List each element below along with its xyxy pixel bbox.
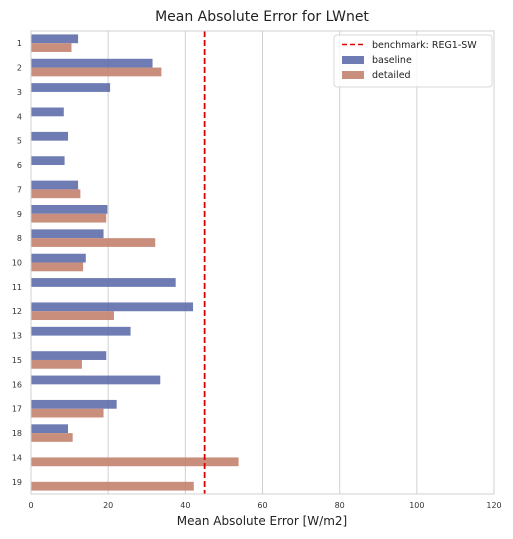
y-tick-19: 19: [12, 478, 22, 487]
y-tick-1: 1: [17, 39, 22, 48]
bar-baseline-9: [31, 204, 108, 214]
y-tick-3: 3: [17, 88, 22, 97]
bar-baseline-15: [31, 351, 107, 360]
y-tick-2: 2: [17, 64, 22, 73]
bar-detailed-17: [31, 408, 104, 418]
bar-detailed-2: [31, 67, 162, 77]
legend-baseline-label: baseline: [372, 55, 412, 66]
legend: benchmark: REG1-SW baseline detailed: [333, 34, 493, 88]
x-tick-60: 60: [257, 501, 267, 510]
bar-baseline-4: [31, 107, 64, 117]
x-tick-20: 20: [103, 501, 113, 510]
y-tick-10: 10: [12, 259, 22, 268]
y-tick-11: 11: [12, 283, 22, 292]
bar-detailed-18: [31, 433, 73, 442]
x-tick-labels: 0 20 40 60 80 100 120: [28, 501, 501, 510]
y-tick-8: 8: [17, 234, 22, 243]
bars: [31, 34, 239, 491]
plot-frame: [30, 30, 495, 495]
legend-detailed-swatch: [342, 71, 364, 79]
y-tick-4: 4: [17, 112, 22, 121]
bar-detailed-8: [31, 238, 156, 247]
bar-baseline-18: [31, 424, 69, 434]
legend-baseline-swatch: [342, 56, 364, 64]
legend-detailed-label: detailed: [372, 70, 411, 81]
bar-baseline-16: [31, 375, 161, 385]
y-tick-17: 17: [12, 405, 22, 414]
y-tick-16: 16: [12, 380, 22, 389]
x-tick-80: 80: [335, 501, 345, 510]
y-tick-12: 12: [12, 307, 22, 316]
x-axis-label: Mean Absolute Error [W/m2]: [177, 514, 347, 528]
x-tick-120: 120: [486, 501, 501, 510]
y-tick-14: 14: [12, 453, 22, 462]
x-tick-40: 40: [180, 501, 190, 510]
bar-detailed-19: [31, 481, 194, 491]
chart-title: Mean Absolute Error for LWnet: [155, 9, 369, 25]
bar-baseline-6: [31, 156, 65, 166]
bar-detailed-7: [31, 189, 81, 199]
bar-baseline-5: [31, 131, 69, 141]
bar-detailed-15: [31, 359, 82, 369]
y-tick-18: 18: [12, 429, 22, 438]
bar-detailed-12: [31, 311, 114, 321]
legend-box: [333, 34, 493, 88]
bar-baseline-13: [31, 326, 131, 336]
bar-baseline-1: [31, 34, 79, 44]
y-tick-15: 15: [12, 356, 22, 365]
y-tick-7: 7: [17, 185, 22, 194]
bar-baseline-17: [31, 399, 117, 409]
y-tick-5: 5: [17, 137, 22, 146]
legend-benchmark-label: benchmark: REG1-SW: [372, 40, 477, 51]
y-tick-9: 9: [17, 210, 22, 219]
x-tick-0: 0: [28, 501, 33, 510]
bar-baseline-11: [31, 278, 176, 287]
y-tick-6: 6: [17, 161, 22, 170]
y-tick-13: 13: [12, 332, 22, 341]
bar-detailed-1: [31, 43, 72, 52]
x-tick-100: 100: [409, 501, 424, 510]
bar-detailed-10: [31, 262, 84, 272]
bar-baseline-12: [31, 302, 194, 312]
bar-baseline-8: [31, 229, 104, 239]
bar-baseline-2: [31, 58, 153, 68]
grid-lines: [30, 31, 495, 494]
bar-baseline-7: [31, 180, 79, 190]
bar-baseline-3: [31, 83, 111, 92]
bar-detailed-9: [31, 213, 107, 223]
bar-detailed-14: [31, 457, 239, 467]
bar-baseline-10: [31, 253, 86, 263]
